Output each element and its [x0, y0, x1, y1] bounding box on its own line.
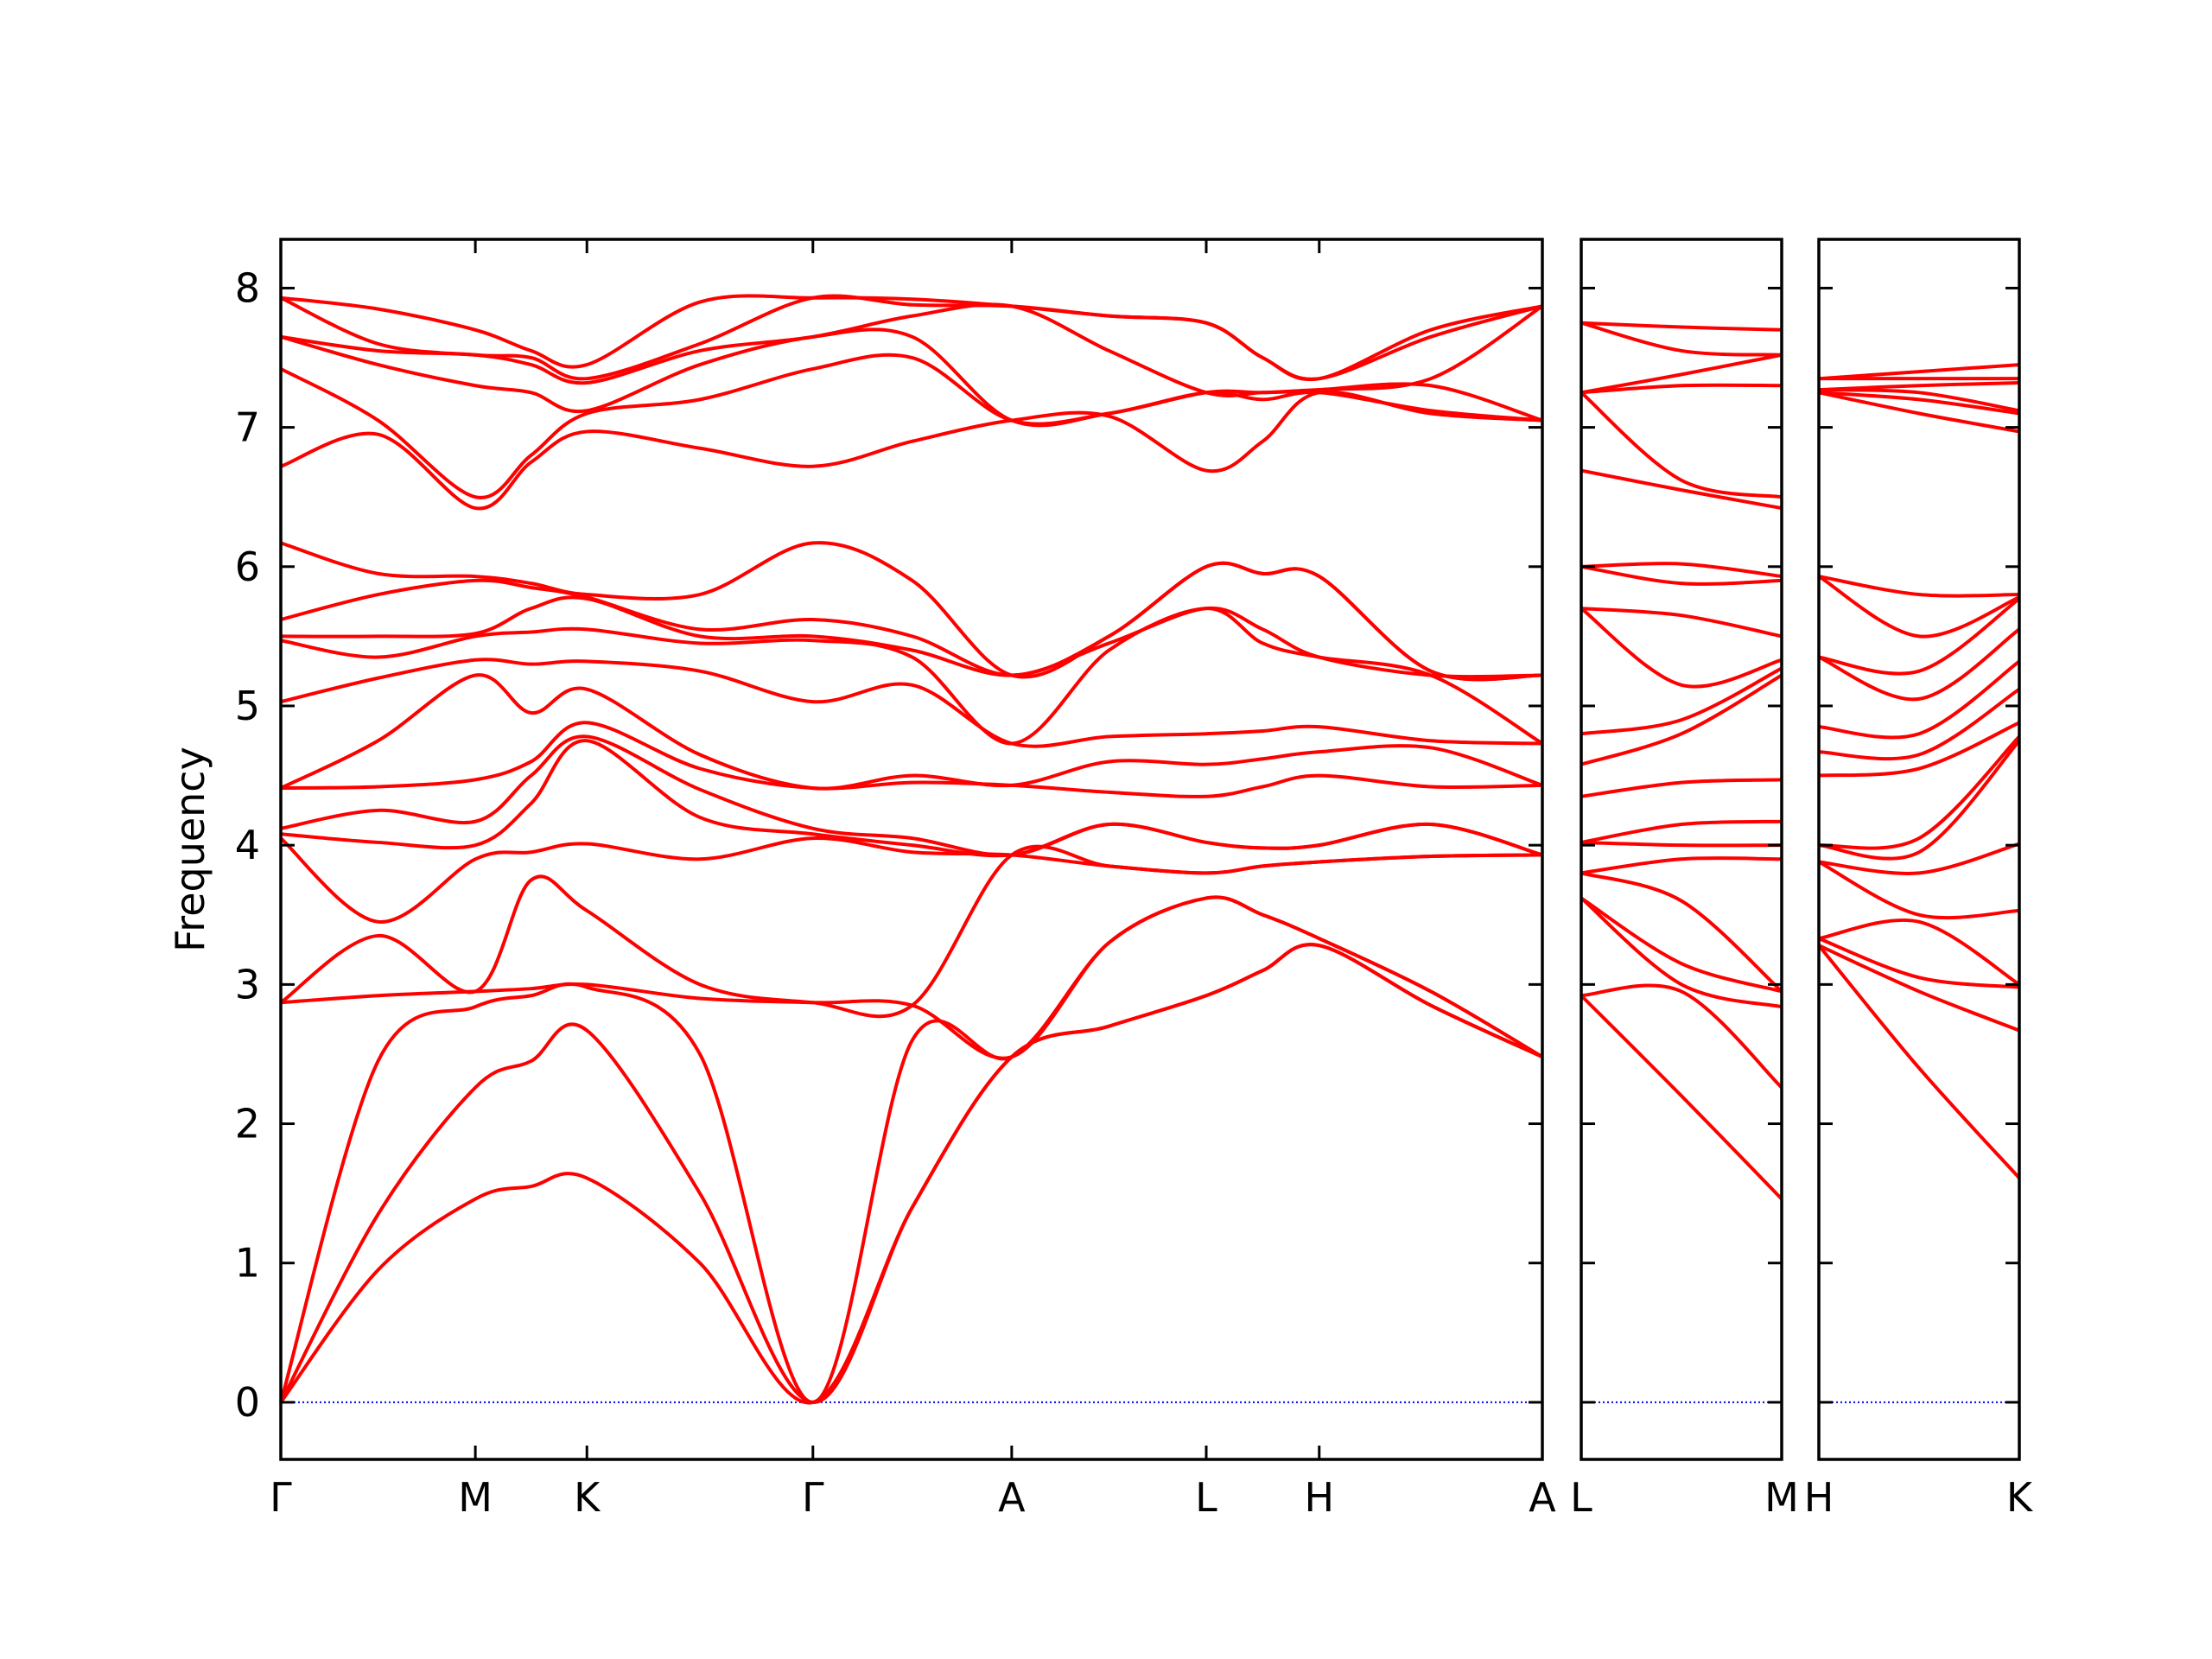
- band-line: [1580, 983, 1783, 1090]
- band-line: [1818, 739, 2021, 861]
- band-line: [1818, 944, 2020, 1033]
- x-tick-label: Γ: [802, 1474, 824, 1521]
- band-line: [1580, 562, 1783, 579]
- band-line: [280, 541, 1543, 682]
- band-line: [1818, 597, 2021, 676]
- y-tick-label: 2: [235, 1101, 260, 1147]
- band-line: [1818, 937, 2020, 989]
- y-tick-label: 8: [235, 264, 260, 311]
- band-line: [280, 673, 1543, 791]
- band-line: [1818, 721, 2020, 778]
- x-tick-label: L: [1195, 1474, 1217, 1521]
- band-line: [1580, 468, 1783, 511]
- band-line: [1818, 687, 2021, 761]
- band-line: [1818, 391, 2020, 416]
- x-tick-label: K: [2006, 1474, 2034, 1521]
- band-line: [1818, 363, 2020, 381]
- band-line: [1818, 659, 2021, 740]
- band-line: [1580, 871, 1783, 993]
- band-line: [1817, 575, 2020, 639]
- x-tick-label: A: [1529, 1474, 1556, 1521]
- plot-frame: [1580, 238, 1783, 1461]
- band-line: [1818, 918, 2021, 987]
- band-line: [1818, 575, 2020, 598]
- x-tick-label: H: [1804, 1474, 1834, 1521]
- band-line: [279, 844, 1543, 1019]
- band-line: [1580, 778, 1783, 798]
- band-line: [1818, 627, 2021, 702]
- y-tick-label: 7: [235, 404, 260, 451]
- y-tick-label: 4: [235, 822, 260, 868]
- band-line: [279, 895, 1544, 1404]
- band-line: [1817, 944, 2021, 1179]
- band-line: [1580, 673, 1783, 766]
- band-line: [1818, 842, 2020, 875]
- band-line: [1580, 564, 1783, 586]
- x-tick-label: A: [998, 1474, 1026, 1521]
- y-tick-label: 0: [235, 1379, 260, 1426]
- band-line: [1580, 383, 1783, 395]
- band-line: [1580, 896, 1783, 994]
- plot-frame: [279, 238, 1544, 1461]
- band-line: [1580, 607, 1783, 689]
- band-line: [279, 943, 1543, 1404]
- y-tick-label: 5: [235, 683, 260, 729]
- band-line: [1580, 666, 1783, 736]
- band-line: [1580, 321, 1783, 357]
- x-tick-label: Γ: [270, 1474, 292, 1521]
- band-line: [1580, 896, 1783, 1009]
- y-tick-label: 1: [235, 1240, 260, 1287]
- band-line: [1580, 391, 1783, 499]
- band-line: [1818, 391, 2020, 434]
- x-tick-label: M: [1764, 1474, 1799, 1521]
- band-line: [280, 302, 1544, 398]
- band-line: [1580, 840, 1783, 848]
- x-tick-label: H: [1304, 1474, 1334, 1521]
- band-line: [1580, 353, 1783, 395]
- band-line: [280, 721, 1543, 798]
- plot-frame: [1817, 238, 2021, 1461]
- band-line: [280, 658, 1543, 748]
- y-axis-label: Frequency: [167, 747, 213, 952]
- band-line: [280, 734, 1543, 857]
- band-line: [280, 294, 1543, 382]
- x-tick-label: M: [458, 1474, 493, 1521]
- band-line: [1580, 856, 1783, 875]
- band-line: [279, 943, 1543, 1405]
- band-line: [280, 353, 1543, 499]
- band-line: [280, 390, 1543, 511]
- band-line: [1818, 381, 2020, 392]
- band-line: [280, 327, 1543, 428]
- y-tick-label: 6: [235, 543, 260, 590]
- y-tick-label: 3: [235, 961, 260, 1007]
- band-line: [280, 895, 1544, 1060]
- band-line: [280, 595, 1543, 679]
- band-line: [1818, 860, 2020, 920]
- x-tick-label: L: [1570, 1474, 1592, 1521]
- band-line: [1580, 607, 1783, 639]
- band-line: [1580, 994, 1783, 1200]
- band-line: [1580, 819, 1783, 844]
- band-line: [1580, 321, 1783, 332]
- x-tick-label: K: [574, 1474, 601, 1521]
- band-line: [279, 836, 1543, 924]
- band-line: [1818, 735, 2021, 850]
